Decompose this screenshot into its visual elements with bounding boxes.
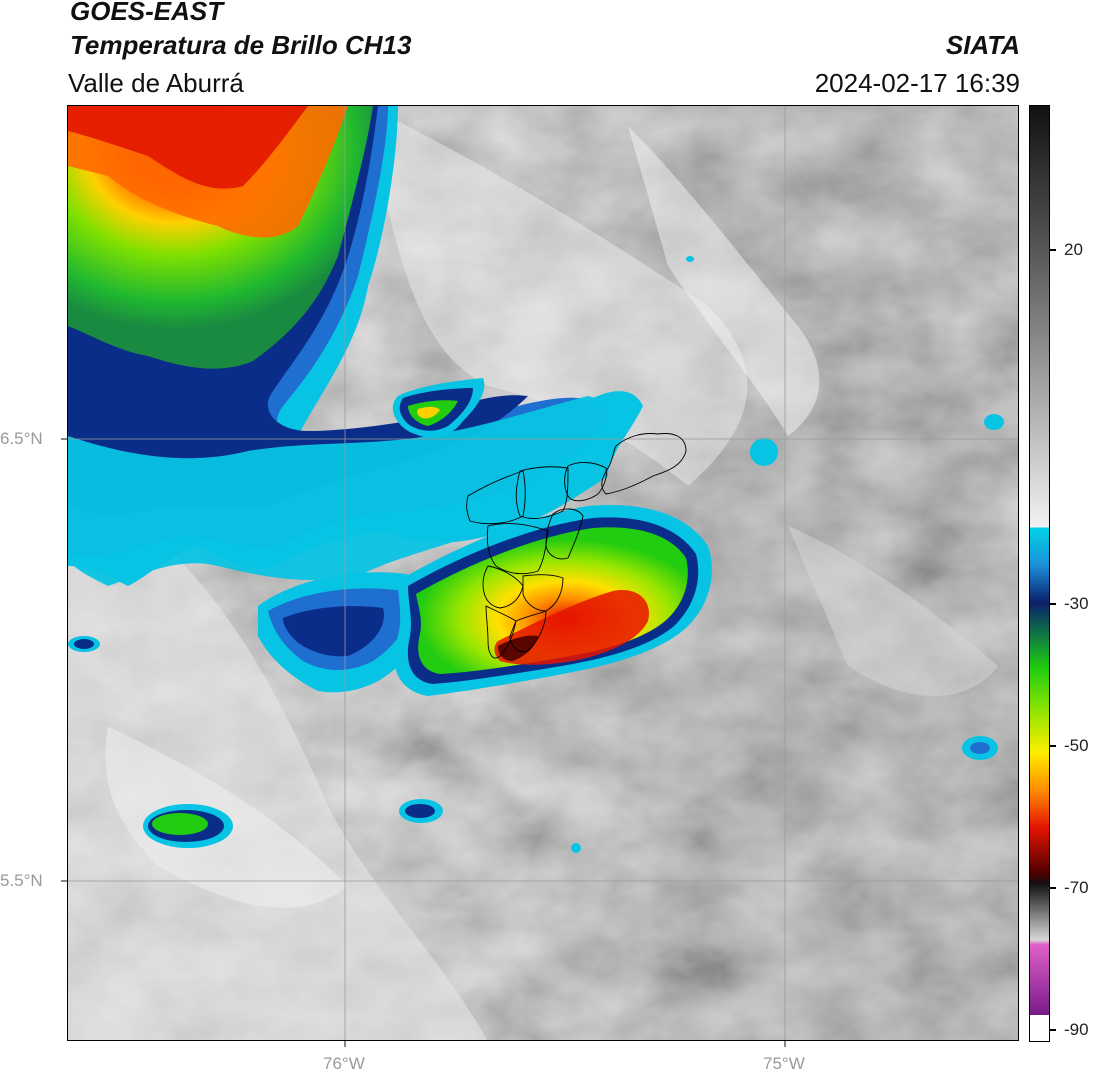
satellite-title: GOES-EAST xyxy=(70,0,224,26)
colorbar-label: -30 xyxy=(1064,594,1089,613)
colorbar-tick xyxy=(1050,603,1056,605)
colorbar-label: -70 xyxy=(1064,878,1089,897)
lon-tick xyxy=(784,1041,786,1047)
satellite-map[interactable] xyxy=(67,105,1019,1041)
colorbar-label: -50 xyxy=(1064,736,1089,755)
organization-label: SIATA xyxy=(945,30,1020,60)
region-label: Valle de Aburrá xyxy=(68,68,244,98)
colorbar-tick xyxy=(1050,887,1056,889)
colorbar-tick xyxy=(1050,249,1056,251)
lon-label: 76°W xyxy=(323,1054,365,1073)
colorbar-label: 20 xyxy=(1064,240,1083,259)
colorbar-label: -90 xyxy=(1064,1020,1089,1039)
colorbar xyxy=(1029,105,1050,1042)
lat-label: 6.5°N xyxy=(0,429,43,448)
product-title: Temperatura de Brillo CH13 xyxy=(70,30,412,60)
lat-tick xyxy=(61,438,67,440)
brightness-temperature-field xyxy=(68,106,1018,1040)
lat-label: 5.5°N xyxy=(0,871,43,890)
colorbar-tick xyxy=(1050,1029,1056,1031)
lon-tick xyxy=(344,1041,346,1047)
small-cloud-cells xyxy=(68,256,1004,853)
colorbar-gradient xyxy=(1030,106,1049,1041)
colorbar-tick xyxy=(1050,745,1056,747)
municipal-boundaries xyxy=(466,433,687,659)
timestamp-label: 2024-02-17 16:39 xyxy=(814,68,1020,98)
lon-label: 75°W xyxy=(763,1054,805,1073)
lat-tick xyxy=(61,880,67,882)
